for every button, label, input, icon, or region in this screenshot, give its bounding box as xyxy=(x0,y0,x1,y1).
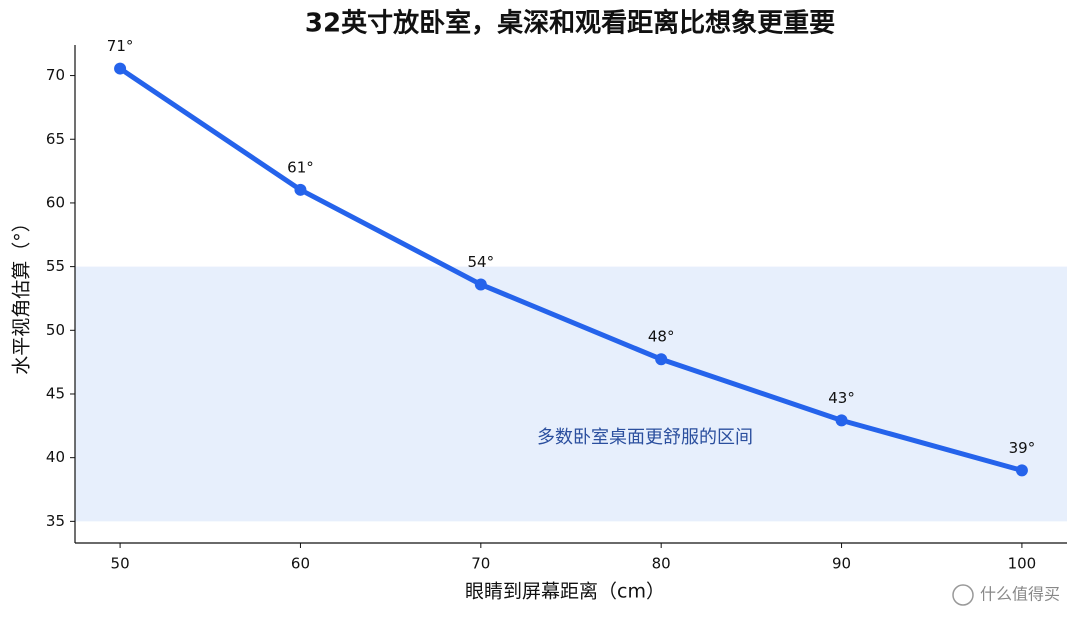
y-tick-label: 45 xyxy=(46,384,65,402)
line xyxy=(118,66,1023,473)
x-tick-label: 90 xyxy=(832,555,851,573)
y-tick-label: 60 xyxy=(46,193,65,211)
data-label: 54° xyxy=(468,253,495,271)
watermark-text: 什么值得买 xyxy=(980,585,1060,604)
y-tick-label: 65 xyxy=(46,130,65,148)
y-tick-label: 35 xyxy=(46,512,65,530)
data-label: 39° xyxy=(1009,439,1036,457)
y-tick-label: 40 xyxy=(46,448,65,466)
y-tick-label: 55 xyxy=(46,257,65,275)
comfort-band xyxy=(75,266,1067,522)
data-label: 43° xyxy=(828,389,855,407)
point xyxy=(835,414,848,427)
x-tick-label: 70 xyxy=(471,555,490,573)
x-tick-label: 50 xyxy=(111,555,130,573)
x-axis-title: 眼睛到屏幕距离（cm） xyxy=(465,581,665,603)
y-axis-title: 水平视角估算（°） xyxy=(11,213,33,375)
point xyxy=(1015,464,1028,477)
data-label: 61° xyxy=(287,158,314,176)
data-label: 71° xyxy=(107,37,134,55)
y-tick-label: 50 xyxy=(46,321,65,339)
point xyxy=(114,62,127,75)
x-tick-label: 100 xyxy=(1008,555,1037,573)
watermark-icon xyxy=(952,584,974,606)
x-tick-label: 60 xyxy=(291,555,310,573)
point xyxy=(294,183,307,196)
point xyxy=(655,353,668,366)
x-tick-label: 80 xyxy=(652,555,671,573)
chart-title: 32英寸放卧室，桌深和观看距离比想象更重要 xyxy=(305,8,835,39)
point xyxy=(474,278,487,291)
data-label: 48° xyxy=(648,328,675,346)
band-annotation: 多数卧室桌面更舒服的区间 xyxy=(537,427,753,448)
watermark: 什么值得买 xyxy=(952,584,1060,606)
y-tick-label: 70 xyxy=(46,66,65,84)
